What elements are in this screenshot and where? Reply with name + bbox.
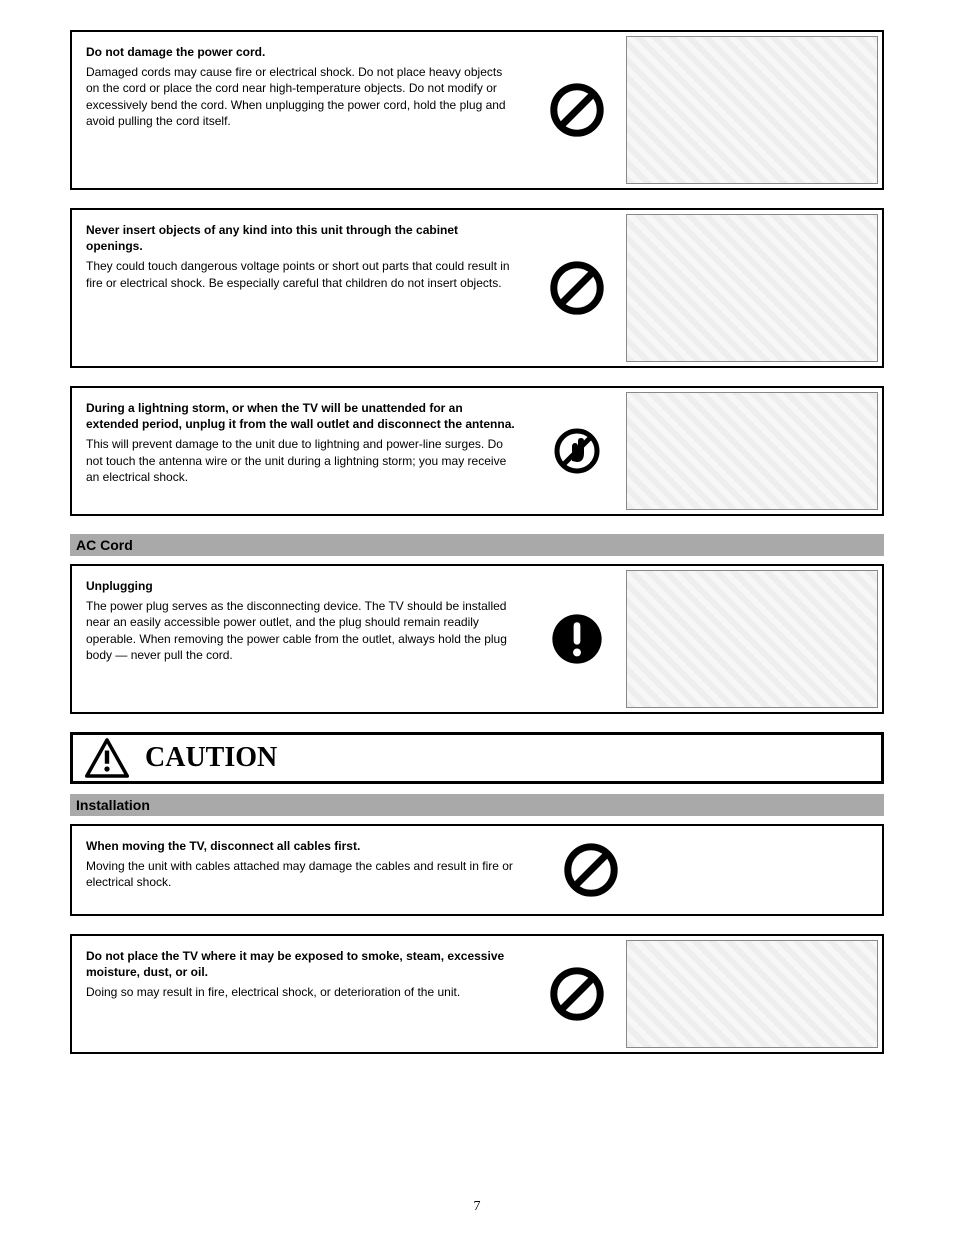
- symbol-cell: [532, 32, 622, 188]
- symbol-cell: [532, 388, 622, 514]
- section-label: Installation: [76, 797, 150, 813]
- section-bar-installation: Installation: [70, 794, 884, 816]
- warning-title: During a lightning storm, or when the TV…: [86, 400, 518, 432]
- warning-text: Do not damage the power cord. Damaged co…: [72, 32, 532, 188]
- symbol-cell: [532, 566, 622, 712]
- warning-body: They could touch dangerous voltage point…: [86, 258, 518, 290]
- warning-title: Do not place the TV where it may be expo…: [86, 948, 518, 980]
- no-touch-icon: [552, 426, 602, 476]
- symbol-cell: [532, 210, 622, 366]
- warning-body: Doing so may result in fire, electrical …: [86, 984, 518, 1000]
- prohibit-icon: [548, 259, 606, 317]
- illustration-cell: [622, 388, 882, 514]
- illustration-cell: [622, 210, 882, 366]
- warning-text: During a lightning storm, or when the TV…: [72, 388, 532, 514]
- warning-text: Unplugging The power plug serves as the …: [72, 566, 532, 712]
- symbol-cell: [532, 936, 622, 1052]
- warning-body: This will prevent damage to the unit due…: [86, 436, 518, 485]
- warning-title: Never insert objects of any kind into th…: [86, 222, 518, 254]
- illustration-placeholder: [626, 392, 878, 510]
- section-label: AC Cord: [76, 537, 133, 553]
- illustration-placeholder: [626, 36, 878, 184]
- illustration-cell: [622, 936, 882, 1052]
- warning-box-moving: When moving the TV, disconnect all cable…: [70, 824, 884, 916]
- warning-box-insert-objects: Never insert objects of any kind into th…: [70, 208, 884, 368]
- warning-box-cord-damage: Do not damage the power cord. Damaged co…: [70, 30, 884, 190]
- prohibit-icon: [562, 841, 620, 899]
- illustration-placeholder: [626, 214, 878, 362]
- caution-label: CAUTION: [145, 742, 277, 774]
- warning-body: Moving the unit with cables attached may…: [86, 858, 518, 890]
- illustration-cell: [622, 32, 882, 188]
- prohibit-icon: [548, 81, 606, 139]
- warning-text: Do not place the TV where it may be expo…: [72, 936, 532, 1052]
- illustration-placeholder: [626, 570, 878, 708]
- symbol-cell: [532, 826, 882, 914]
- warning-box-lightning: During a lightning storm, or when the TV…: [70, 386, 884, 516]
- warning-title: Do not damage the power cord.: [86, 44, 518, 60]
- warning-body: The power plug serves as the disconnecti…: [86, 598, 518, 663]
- warning-box-unplugging: Unplugging The power plug serves as the …: [70, 564, 884, 714]
- warning-text: Never insert objects of any kind into th…: [72, 210, 532, 366]
- caution-banner: CAUTION: [70, 732, 884, 784]
- illustration-placeholder: [626, 940, 878, 1048]
- warning-title: When moving the TV, disconnect all cable…: [86, 838, 518, 854]
- attention-icon: [549, 611, 605, 667]
- warning-text: When moving the TV, disconnect all cable…: [72, 826, 532, 914]
- warning-title: Unplugging: [86, 578, 518, 594]
- warning-body: Damaged cords may cause fire or electric…: [86, 64, 518, 129]
- caution-triangle-icon: [85, 738, 129, 778]
- section-bar-ac-cord: AC Cord: [70, 534, 884, 556]
- illustration-cell: [622, 566, 882, 712]
- warning-box-smoke-steam: Do not place the TV where it may be expo…: [70, 934, 884, 1054]
- page-number: 7: [474, 1199, 481, 1215]
- prohibit-icon: [548, 965, 606, 1023]
